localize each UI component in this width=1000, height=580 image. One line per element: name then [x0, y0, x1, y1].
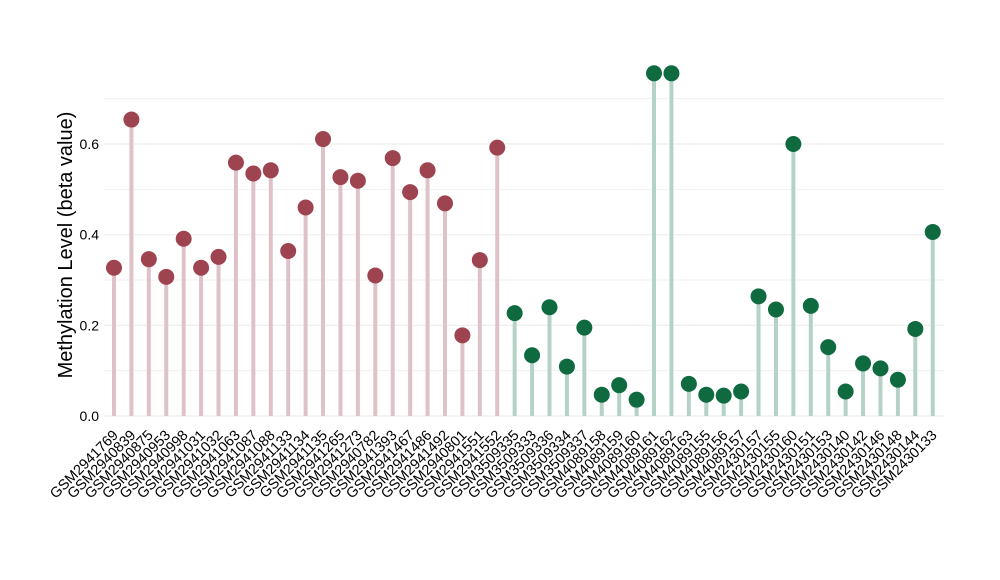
- points: [106, 65, 941, 408]
- y-tick-label: 0.2: [80, 317, 100, 333]
- lollipop-point: [158, 268, 175, 285]
- lollipop-point: [367, 267, 384, 284]
- y-axis-title: Methylation Level (beta value): [55, 112, 77, 379]
- lollipop-point: [315, 131, 332, 148]
- lollipop-point: [802, 297, 819, 314]
- lollipop-point: [280, 242, 297, 259]
- lollipop-point: [889, 371, 906, 388]
- lollipop-point: [576, 319, 593, 336]
- lollipop-point: [106, 259, 122, 276]
- lollipop-point: [837, 383, 854, 400]
- lollipop-point: [733, 383, 750, 400]
- y-tick-label: 0.4: [80, 227, 100, 243]
- lollipop-point: [471, 252, 488, 269]
- lollipop-point: [785, 136, 802, 153]
- lollipop-point: [767, 301, 784, 318]
- x-axis-labels: GSM2941769GSM2940839GSM2940875GSM2940953…: [47, 428, 940, 503]
- lollipop-point: [332, 169, 349, 186]
- lollipop-point: [646, 65, 663, 82]
- lollipop-point: [123, 111, 140, 128]
- lollipop-point: [227, 154, 244, 171]
- lollipop-point: [593, 386, 610, 403]
- lollipop-point: [349, 172, 366, 189]
- lollipop-point: [855, 355, 872, 372]
- y-tick-label: 0.0: [80, 408, 100, 424]
- lollipop-point: [245, 165, 262, 182]
- lollipop-point: [663, 65, 680, 82]
- lollipop-point: [262, 162, 279, 179]
- grid-lines: [104, 98, 944, 417]
- lollipop-point: [175, 230, 192, 247]
- lollipop-point: [715, 387, 732, 404]
- lollipop-point: [506, 305, 523, 322]
- lollipop-point: [820, 339, 837, 356]
- y-tick-label: 0.6: [80, 136, 100, 152]
- lollipop-point: [210, 248, 227, 265]
- lollipop-point: [297, 199, 314, 216]
- lollipop-point: [611, 377, 628, 394]
- lollipop-point: [558, 358, 575, 375]
- lollipop-point: [402, 184, 419, 201]
- lollipop-point: [872, 360, 889, 377]
- lollipop-point: [907, 320, 924, 337]
- lollipop-point: [193, 259, 210, 276]
- lollipop-point: [680, 375, 697, 392]
- lollipop-point: [924, 223, 941, 240]
- lollipop-point: [750, 288, 767, 305]
- lollipop-point: [384, 150, 401, 167]
- lollipop-point: [489, 139, 506, 156]
- lollipop-point: [436, 195, 453, 212]
- lollipop-point: [419, 162, 436, 179]
- y-axis-ticks: 0.0 0.2 0.4 0.6: [80, 136, 100, 424]
- lollipop-point: [698, 386, 715, 403]
- lollipop-point: [140, 251, 157, 268]
- stems: [112, 73, 935, 416]
- lollipop-point: [524, 347, 541, 364]
- lollipop-point: [541, 299, 558, 316]
- lollipop-point: [628, 391, 645, 408]
- lollipop-point: [454, 327, 471, 344]
